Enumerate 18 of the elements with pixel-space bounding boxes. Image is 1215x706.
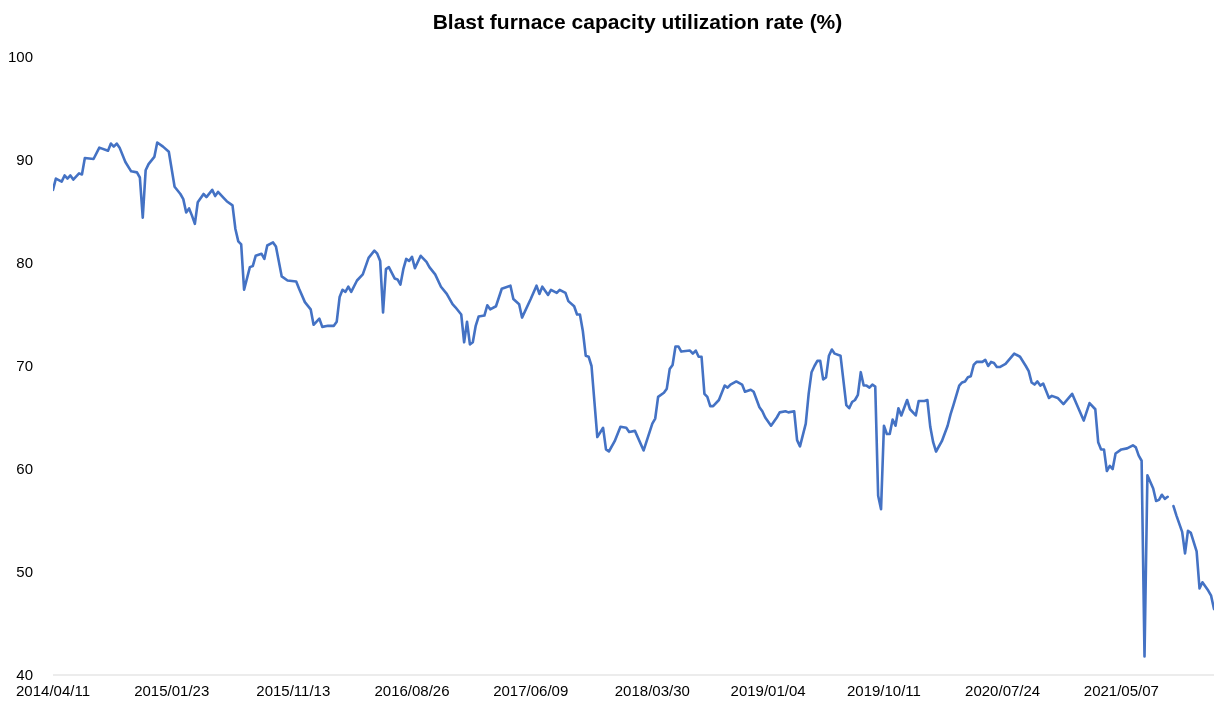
y-tick-label: 80	[16, 254, 33, 272]
x-tick-label: 2020/07/24	[965, 681, 1041, 699]
x-tick-label: 2014/04/11	[16, 681, 90, 699]
y-tick-label: 90	[16, 151, 33, 169]
x-tick-label: 2017/06/09	[493, 681, 569, 699]
x-tick-label: 2019/10/11	[846, 681, 921, 699]
y-tick-label: 50	[16, 563, 33, 581]
y-tick-label: 70	[16, 357, 33, 375]
y-tick-label: 100	[7, 48, 33, 66]
x-tick-label: 2019/01/04	[730, 681, 806, 699]
chart-title: Blast furnace capacity utilization rate (%)	[431, 10, 844, 34]
x-tick-label: 2016/08/26	[374, 681, 450, 699]
x-tick-label: 2015/01/23	[134, 681, 210, 699]
x-tick-label: 2018/03/30	[614, 681, 690, 699]
x-tick-label: 2021/05/07	[1083, 681, 1159, 699]
y-tick-label: 60	[16, 460, 33, 478]
x-tick-label: 2015/11/13	[256, 681, 331, 699]
y-tick-label: 40	[16, 666, 33, 684]
